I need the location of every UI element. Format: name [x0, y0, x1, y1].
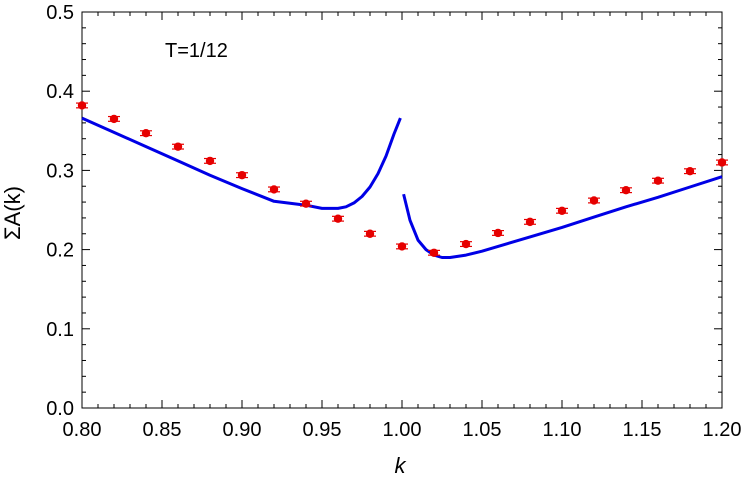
data-point [332, 214, 344, 223]
x-tick-label: 1.05 [463, 419, 502, 441]
data-point [268, 185, 280, 194]
data-point [492, 228, 504, 238]
point-marker [237, 170, 247, 180]
y-tick-label: 0.4 [46, 81, 74, 103]
data-points [76, 101, 728, 257]
x-tick-label: 1.10 [543, 419, 582, 441]
data-point [684, 166, 696, 176]
y-tick-label: 0.3 [46, 160, 74, 182]
point-marker [525, 217, 535, 227]
point-marker [333, 214, 343, 223]
data-point [204, 156, 216, 166]
data-point [652, 176, 664, 185]
data-point [556, 206, 568, 215]
x-tick-label: 1.15 [623, 419, 662, 441]
point-marker [365, 229, 375, 238]
data-point [620, 186, 632, 195]
curve-left [81, 116, 402, 210]
data-point [716, 158, 728, 167]
y-tick-label: 0.5 [46, 2, 74, 24]
data-point [460, 239, 472, 249]
temperature-annotation: T=1/12 [165, 40, 228, 62]
plot-frame [81, 11, 723, 409]
x-axis-label: k [395, 453, 407, 478]
x-tick-label: 0.90 [223, 419, 262, 441]
point-marker [141, 128, 151, 138]
data-point [396, 242, 408, 251]
data-point [428, 248, 440, 257]
point-marker [429, 248, 439, 257]
point-marker [557, 206, 567, 215]
point-marker [717, 158, 727, 167]
y-tick-label: 0.2 [46, 240, 74, 262]
data-point [524, 217, 536, 227]
plot-border [81, 11, 723, 409]
point-marker [301, 199, 311, 208]
data-point [108, 114, 120, 124]
data-point [172, 142, 184, 151]
axis-ticks [81, 11, 723, 409]
y-tick-label: 0.1 [46, 319, 74, 341]
point-marker [77, 101, 87, 110]
data-point [300, 199, 312, 208]
data-point [140, 128, 152, 138]
curve-right [402, 175, 723, 259]
tick-labels: 0.80 0.85 0.90 0.95 1.00 1.05 1.10 1.15 1.20 0.0 0… [46, 2, 741, 441]
point-marker [173, 142, 183, 151]
point-marker [685, 166, 695, 176]
point-marker [205, 156, 215, 166]
fit-curves [81, 116, 723, 259]
point-marker [109, 114, 119, 124]
data-point [588, 196, 600, 205]
y-tick-label: 0.0 [46, 398, 74, 420]
x-tick-label: 1.00 [383, 419, 422, 441]
point-marker [493, 228, 503, 238]
x-tick-label: 0.85 [143, 419, 182, 441]
point-marker [653, 176, 663, 185]
point-marker [397, 242, 407, 251]
data-point [76, 101, 88, 110]
point-marker [621, 186, 631, 195]
point-marker [269, 185, 279, 194]
x-tick-label: 0.95 [303, 419, 342, 441]
point-marker [461, 239, 471, 249]
x-tick-label: 0.80 [63, 419, 102, 441]
data-point [364, 229, 376, 238]
data-point [236, 170, 248, 180]
point-marker [589, 196, 599, 205]
y-axis-label: ΣA(k) [0, 186, 25, 240]
x-tick-label: 1.20 [703, 419, 742, 441]
